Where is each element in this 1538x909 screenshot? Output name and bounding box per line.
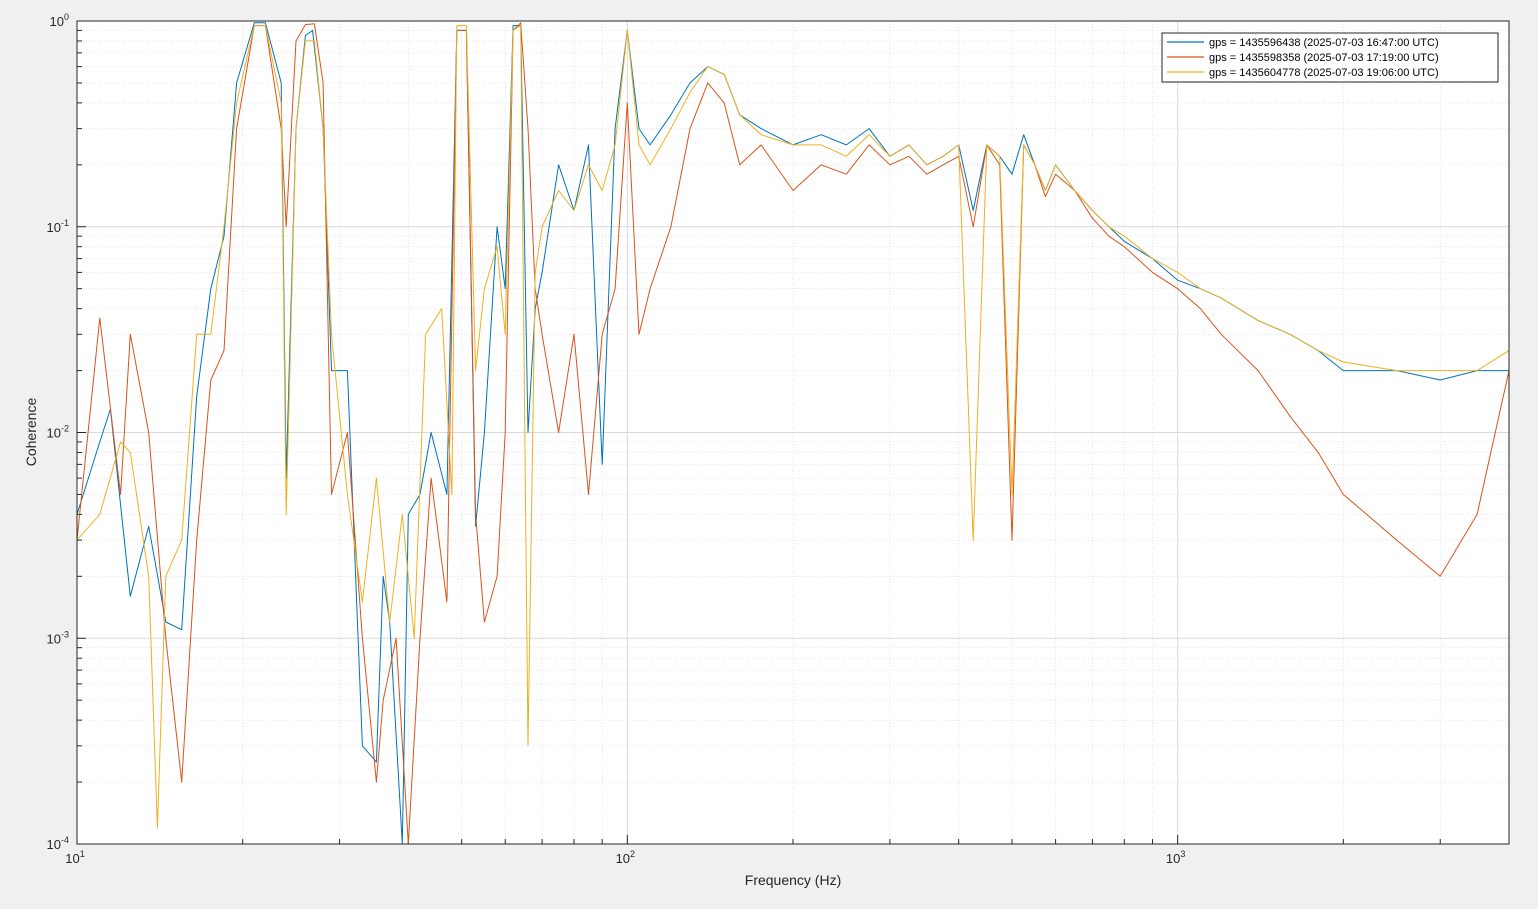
y-axis-label: Coherence — [23, 398, 39, 467]
series-line-3 — [77, 25, 1509, 829]
y-tick-label: 10-3 — [47, 629, 69, 646]
x-tick-label: 102 — [616, 849, 635, 866]
legend-box — [1161, 32, 1499, 83]
y-axis-ticks: 10-4 10-3 10-2 10-1 100 — [47, 12, 86, 852]
y-tick-label: 10-1 — [47, 218, 69, 235]
x-axis-ticks: 101 102 103 — [65, 835, 1185, 866]
x-tick-label: 103 — [1166, 849, 1185, 866]
legend[interactable]: gps = 1435596438 (2025-07-03 16:47:00 UT… — [1161, 32, 1499, 83]
x-tick-label: 101 — [65, 849, 84, 866]
y-tick-label: 10-4 — [47, 835, 69, 852]
series-layer — [77, 22, 1509, 844]
y-tick-label: 100 — [50, 12, 69, 29]
x-axis-label: Frequency (Hz) — [745, 872, 841, 888]
y-tick-label: 10-2 — [47, 424, 69, 441]
legend-label-3: gps = 1435604778 (2025-07-03 19:06:00 UT… — [1209, 67, 1439, 79]
series-line-2 — [77, 22, 1509, 844]
legend-label-2: gps = 1435598358 (2025-07-03 17:19:00 UT… — [1209, 52, 1439, 64]
legend-label-1: gps = 1435596438 (2025-07-03 16:47:00 UT… — [1209, 37, 1439, 49]
